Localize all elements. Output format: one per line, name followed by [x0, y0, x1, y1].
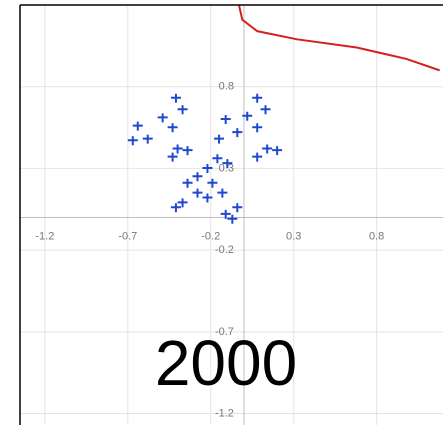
point	[167, 152, 178, 162]
point	[127, 136, 138, 146]
marks	[127, 4, 441, 224]
x-tick-label: 0.3	[286, 230, 301, 242]
point	[207, 178, 218, 188]
y-tick-label: -1.2	[215, 407, 234, 419]
y-tick-label: 0.3	[219, 162, 234, 174]
x-tick-label: -1.2	[35, 230, 54, 242]
point	[252, 123, 263, 133]
point	[132, 121, 143, 131]
point	[157, 113, 168, 123]
point	[177, 105, 188, 115]
point	[222, 159, 233, 169]
x-tick-label: -0.2	[201, 230, 220, 242]
y-tick-label: -0.2	[215, 244, 234, 256]
point	[260, 105, 271, 115]
point	[212, 154, 223, 164]
y-tick-label: -0.7	[215, 326, 234, 338]
grid: -1.2 -0.7 -0.2 0.3 0.8 -1.2 -0.7 -0.2 0.3 0.8	[20, 5, 443, 425]
point	[177, 198, 188, 208]
point	[202, 164, 213, 174]
point	[172, 144, 183, 154]
point	[217, 188, 228, 198]
point	[242, 111, 253, 121]
point	[252, 152, 263, 162]
point	[227, 214, 238, 224]
point	[182, 178, 193, 188]
line	[237, 4, 441, 72]
y-tick-label: 0.8	[219, 81, 234, 93]
x-tick-label: 0.8	[369, 230, 384, 242]
point	[170, 203, 181, 213]
point	[182, 146, 193, 156]
point	[142, 134, 153, 144]
point	[262, 144, 273, 154]
point	[167, 123, 178, 133]
point	[214, 134, 225, 144]
point	[252, 93, 263, 103]
point	[220, 115, 231, 125]
point	[220, 209, 231, 219]
x-tick-label: -0.7	[118, 230, 137, 242]
point	[192, 172, 203, 182]
point	[170, 93, 181, 103]
point	[232, 128, 243, 138]
point	[232, 203, 243, 213]
point	[192, 188, 203, 198]
annotation: 2000	[155, 327, 297, 399]
point	[202, 193, 213, 203]
point	[272, 146, 283, 156]
